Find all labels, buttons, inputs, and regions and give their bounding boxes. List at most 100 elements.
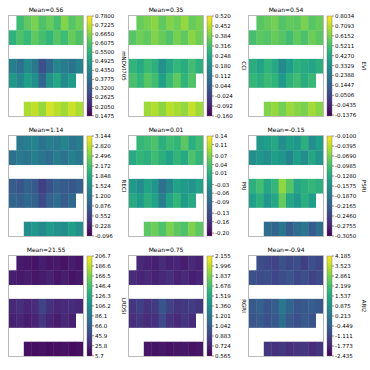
svg-text:0.5211: 0.5211 bbox=[335, 43, 354, 49]
svg-text:-0.09: -0.09 bbox=[215, 199, 230, 205]
svg-text:0.213: 0.213 bbox=[335, 313, 351, 319]
svg-text:0.7800: 0.7800 bbox=[95, 13, 115, 19]
svg-text:0.3200: 0.3200 bbox=[95, 85, 115, 91]
svg-text:186.6: 186.6 bbox=[95, 263, 111, 269]
svg-text:3.144: 3.144 bbox=[95, 133, 111, 139]
svg-text:mNDVI705: mNDVI705 bbox=[121, 51, 127, 81]
svg-text:2.820: 2.820 bbox=[95, 143, 111, 149]
svg-text:1.201: 1.201 bbox=[215, 313, 231, 319]
svg-text:0.4350: 0.4350 bbox=[95, 67, 115, 73]
svg-text:0.6650: 0.6650 bbox=[95, 31, 115, 37]
svg-text:-0.06: -0.06 bbox=[215, 190, 230, 196]
svg-text:0.11: 0.11 bbox=[215, 142, 227, 148]
svg-text:0.7093: 0.7093 bbox=[335, 23, 355, 29]
svg-text:-0.449: -0.449 bbox=[335, 323, 353, 329]
svg-text:LRDSI: LRDSI bbox=[121, 298, 127, 315]
svg-text:-0.1376: -0.1376 bbox=[335, 112, 357, 118]
svg-text:0.883: 0.883 bbox=[215, 333, 231, 339]
svg-text:1.837: 1.837 bbox=[215, 273, 231, 279]
svg-text:2.172: 2.172 bbox=[95, 163, 111, 169]
svg-text:PSRI: PSRI bbox=[361, 180, 367, 193]
svg-text:0.2388: 0.2388 bbox=[335, 72, 355, 78]
svg-text:-0.1870: -0.1870 bbox=[335, 193, 357, 199]
svg-text:-0.024: -0.024 bbox=[215, 93, 233, 99]
svg-text:0.044: 0.044 bbox=[215, 83, 231, 89]
svg-text:25.8: 25.8 bbox=[95, 343, 108, 349]
svg-text:-2.435: -2.435 bbox=[335, 353, 353, 359]
svg-text:0.452: 0.452 bbox=[215, 23, 231, 29]
svg-text:-0.16: -0.16 bbox=[215, 219, 230, 225]
svg-text:-0.03: -0.03 bbox=[215, 182, 230, 188]
svg-text:1.042: 1.042 bbox=[215, 323, 231, 329]
svg-text:1.848: 1.848 bbox=[95, 173, 111, 179]
svg-text:-1.111: -1.111 bbox=[335, 333, 353, 339]
svg-text:2.155: 2.155 bbox=[215, 253, 231, 259]
svg-text:106.2: 106.2 bbox=[95, 303, 111, 309]
svg-text:166.5: 166.5 bbox=[95, 273, 111, 279]
svg-text:0.0506: 0.0506 bbox=[335, 92, 355, 98]
svg-text:0.180: 0.180 bbox=[215, 63, 231, 69]
svg-text:5.7: 5.7 bbox=[95, 353, 104, 359]
svg-text:0.248: 0.248 bbox=[215, 53, 231, 59]
svg-text:PRI: PRI bbox=[241, 182, 247, 191]
svg-text:-1.773: -1.773 bbox=[335, 343, 353, 349]
svg-text:-0.2165: -0.2165 bbox=[335, 203, 357, 209]
svg-text:ARI2: ARI2 bbox=[361, 300, 367, 313]
svg-text:1.996: 1.996 bbox=[215, 263, 231, 269]
svg-text:0.2050: 0.2050 bbox=[95, 104, 115, 110]
svg-text:CCI: CCI bbox=[241, 61, 247, 71]
svg-text:-0.0435: -0.0435 bbox=[335, 102, 357, 108]
svg-text:0.07: 0.07 bbox=[215, 153, 228, 159]
svg-text:RGRI: RGRI bbox=[241, 299, 247, 313]
svg-text:0.228: 0.228 bbox=[95, 223, 111, 229]
svg-text:0.316: 0.316 bbox=[215, 43, 231, 49]
svg-text:-0.20: -0.20 bbox=[215, 230, 230, 236]
svg-text:66.0: 66.0 bbox=[95, 323, 108, 329]
svg-text:0.3329: 0.3329 bbox=[335, 63, 355, 69]
svg-text:206.7: 206.7 bbox=[95, 253, 111, 259]
svg-text:RECI: RECI bbox=[121, 180, 127, 193]
svg-text:1.537: 1.537 bbox=[335, 293, 351, 299]
svg-text:0.565: 0.565 bbox=[215, 353, 231, 359]
svg-text:1.678: 1.678 bbox=[215, 283, 231, 289]
svg-text:1.519: 1.519 bbox=[215, 293, 231, 299]
svg-text:-0.3050: -0.3050 bbox=[335, 233, 357, 239]
svg-text:1.524: 1.524 bbox=[95, 183, 111, 189]
svg-text:-0.160: -0.160 bbox=[215, 113, 233, 119]
svg-text:0.3775: 0.3775 bbox=[95, 76, 115, 82]
svg-text:0.6152: 0.6152 bbox=[335, 33, 354, 39]
svg-text:0.8034: 0.8034 bbox=[335, 13, 355, 19]
svg-text:1.200: 1.200 bbox=[95, 193, 111, 199]
svg-text:0.876: 0.876 bbox=[95, 203, 111, 209]
svg-text:86.1: 86.1 bbox=[95, 313, 107, 319]
svg-text:0.384: 0.384 bbox=[215, 33, 231, 39]
svg-text:-0.2460: -0.2460 bbox=[335, 213, 357, 219]
svg-text:0.552: 0.552 bbox=[95, 213, 111, 219]
svg-text:45.9: 45.9 bbox=[95, 333, 108, 339]
svg-text:2.861: 2.861 bbox=[335, 273, 351, 279]
svg-text:-0.2755: -0.2755 bbox=[335, 223, 357, 229]
svg-text:-0.092: -0.092 bbox=[215, 103, 233, 109]
svg-text:0.4925: 0.4925 bbox=[95, 58, 115, 64]
svg-text:0.5500: 0.5500 bbox=[95, 49, 115, 55]
svg-text:-0.0395: -0.0395 bbox=[335, 143, 357, 149]
svg-text:0.520: 0.520 bbox=[215, 13, 231, 19]
svg-text:0.14: 0.14 bbox=[215, 133, 228, 139]
svg-text:0.1475: 0.1475 bbox=[95, 113, 115, 119]
svg-text:0.4270: 0.4270 bbox=[335, 53, 355, 59]
svg-text:0.7225: 0.7225 bbox=[95, 22, 115, 28]
svg-text:0.6075: 0.6075 bbox=[95, 40, 115, 46]
svg-text:-0.0690: -0.0690 bbox=[335, 153, 357, 159]
svg-text:4.185: 4.185 bbox=[335, 253, 351, 259]
svg-text:2.496: 2.496 bbox=[95, 153, 111, 159]
svg-text:0.724: 0.724 bbox=[215, 343, 231, 349]
svg-text:126.3: 126.3 bbox=[95, 293, 111, 299]
svg-text:-0.0985: -0.0985 bbox=[335, 163, 357, 169]
svg-text:0.04: 0.04 bbox=[215, 162, 228, 168]
svg-text:1.360: 1.360 bbox=[215, 303, 231, 309]
svg-text:146.4: 146.4 bbox=[95, 283, 111, 289]
svg-text:0.2625: 0.2625 bbox=[95, 94, 115, 100]
svg-text:-0.1575: -0.1575 bbox=[335, 183, 357, 189]
svg-text:0.875: 0.875 bbox=[335, 303, 351, 309]
svg-text:0.112: 0.112 bbox=[215, 73, 231, 79]
